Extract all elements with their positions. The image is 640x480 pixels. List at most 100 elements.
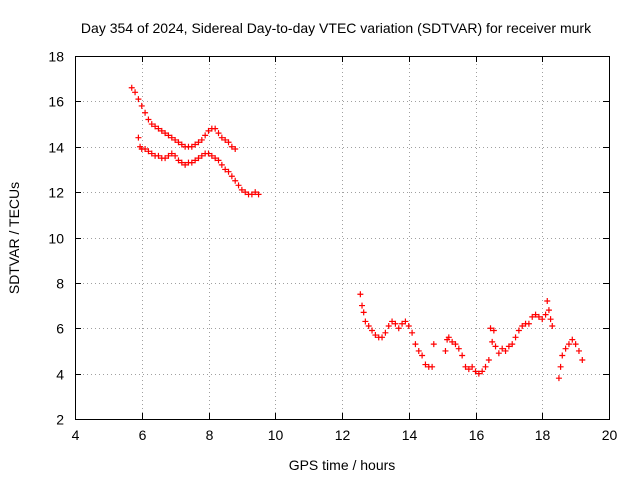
data-point bbox=[559, 352, 566, 359]
y-tick-label: 16 bbox=[48, 94, 64, 110]
x-axis-label: GPS time / hours bbox=[289, 457, 396, 473]
data-point bbox=[392, 320, 399, 327]
data-point bbox=[142, 109, 149, 116]
data-point bbox=[155, 152, 162, 159]
data-point bbox=[192, 157, 199, 164]
data-point bbox=[188, 143, 195, 150]
data-point bbox=[198, 152, 205, 159]
x-tick-label: 18 bbox=[535, 427, 551, 443]
data-point bbox=[565, 341, 572, 348]
data-point bbox=[232, 146, 239, 153]
afternoon-track bbox=[357, 291, 586, 382]
data-point bbox=[252, 189, 259, 196]
x-tick-label: 4 bbox=[72, 427, 80, 443]
data-point bbox=[399, 320, 406, 327]
data-point bbox=[175, 157, 182, 164]
y-tick-label: 4 bbox=[56, 367, 64, 383]
data-point bbox=[225, 139, 232, 146]
lower-morning-track bbox=[135, 134, 262, 198]
data-point bbox=[212, 125, 219, 132]
data-point bbox=[232, 177, 239, 184]
data-point bbox=[509, 341, 516, 348]
data-point bbox=[218, 161, 225, 168]
y-tick-label: 18 bbox=[48, 49, 64, 65]
data-point bbox=[395, 325, 402, 332]
upper-morning-track bbox=[128, 84, 239, 153]
data-point bbox=[360, 309, 367, 316]
data-point bbox=[529, 313, 536, 320]
data-point bbox=[215, 130, 222, 137]
y-tick-labels: 2 4 6 8 10 12 14 16 18 bbox=[48, 49, 64, 428]
x-tick-label: 6 bbox=[139, 427, 147, 443]
data-point bbox=[222, 136, 229, 143]
data-point bbox=[178, 141, 185, 148]
data-point bbox=[535, 313, 542, 320]
data-point bbox=[195, 139, 202, 146]
data-point bbox=[362, 318, 369, 325]
data-point bbox=[222, 166, 229, 173]
data-point bbox=[192, 141, 199, 148]
data-point bbox=[172, 136, 179, 143]
data-point bbox=[158, 127, 165, 134]
data-point bbox=[539, 316, 546, 323]
data-point bbox=[235, 182, 242, 189]
data-point bbox=[402, 318, 409, 325]
data-point bbox=[228, 173, 235, 180]
data-point bbox=[532, 311, 539, 318]
data-point bbox=[142, 146, 149, 153]
data-point bbox=[482, 363, 489, 370]
data-point bbox=[205, 150, 212, 157]
data-point bbox=[132, 89, 139, 96]
data-point bbox=[155, 125, 162, 132]
x-tick-label: 8 bbox=[206, 427, 214, 443]
data-point bbox=[205, 127, 212, 134]
data-point bbox=[145, 116, 152, 123]
y-tick-label: 12 bbox=[48, 185, 64, 201]
data-point bbox=[465, 366, 472, 373]
data-point bbox=[409, 329, 416, 336]
data-point bbox=[145, 148, 152, 155]
data-point bbox=[489, 338, 496, 345]
data-point bbox=[255, 191, 262, 198]
data-point bbox=[162, 130, 169, 137]
grid bbox=[75, 56, 609, 419]
data-point bbox=[452, 341, 459, 348]
data-point bbox=[542, 311, 549, 318]
data-point bbox=[359, 302, 366, 309]
chart-title: Day 354 of 2024, Sidereal Day-to-day VTE… bbox=[81, 20, 592, 36]
data-point bbox=[512, 334, 519, 341]
data-point bbox=[178, 159, 185, 166]
data-point bbox=[168, 150, 175, 157]
data-point bbox=[492, 343, 499, 350]
data-point bbox=[168, 134, 175, 141]
data-point bbox=[449, 338, 456, 345]
data-point bbox=[225, 168, 232, 175]
x-tick-label: 20 bbox=[602, 427, 618, 443]
data-point bbox=[469, 363, 476, 370]
y-tick-label: 6 bbox=[56, 321, 64, 337]
data-point bbox=[544, 298, 551, 305]
data-point bbox=[490, 327, 497, 334]
data-point bbox=[515, 327, 522, 334]
y-tick-label: 14 bbox=[48, 140, 64, 156]
data-point bbox=[569, 336, 576, 343]
data-point bbox=[365, 322, 372, 329]
data-point bbox=[172, 152, 179, 159]
data-point bbox=[369, 327, 376, 334]
data-point bbox=[382, 329, 389, 336]
data-point bbox=[472, 368, 479, 375]
data-point bbox=[385, 322, 392, 329]
y-tick-label: 2 bbox=[56, 412, 64, 428]
data-point bbox=[357, 291, 364, 298]
data-point bbox=[175, 139, 182, 146]
data-point bbox=[519, 322, 526, 329]
data-point bbox=[165, 152, 172, 159]
data-point bbox=[475, 370, 482, 377]
data-point bbox=[562, 345, 569, 352]
data-point bbox=[429, 363, 436, 370]
data-point bbox=[502, 347, 509, 354]
data-point bbox=[208, 152, 215, 159]
data-point bbox=[495, 350, 502, 357]
data-point bbox=[195, 155, 202, 162]
data-point bbox=[182, 161, 189, 168]
